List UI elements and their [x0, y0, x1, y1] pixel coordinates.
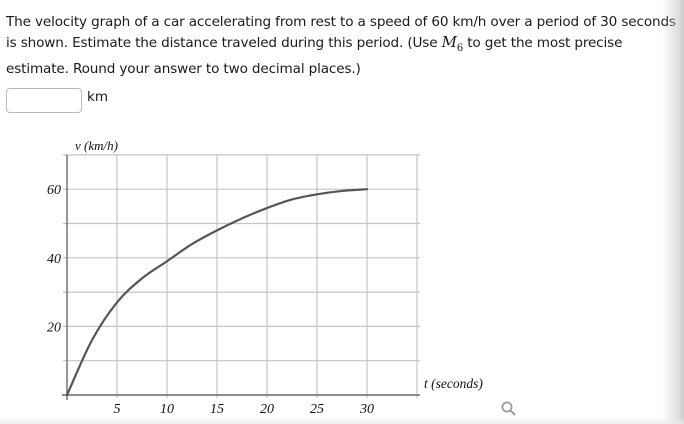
y-axis-label: v (km/h) — [75, 138, 118, 153]
y-tick-labels: 20 40 60 — [47, 183, 61, 335]
magnifier-icon-glyph — [501, 401, 516, 416]
chart-axes — [62, 154, 420, 400]
question-text-after: to get the most precise estimate. Round … — [6, 35, 623, 77]
answer-row: km — [6, 88, 108, 113]
answer-unit: km — [87, 88, 108, 105]
velocity-curve — [65, 188, 369, 397]
x-axis-label: t (seconds) — [424, 376, 483, 391]
math-m6: M6 — [441, 33, 464, 54]
math-symbol: M — [441, 33, 457, 51]
magnifier-icon[interactable] — [500, 400, 518, 418]
y-tick-label: 40 — [47, 252, 61, 267]
question-text-before: The velocity graph of a car accelerating… — [6, 14, 676, 51]
x-tick-label: 10 — [160, 402, 174, 417]
question-text: The velocity graph of a car accelerating… — [6, 12, 678, 79]
x-tick-label: 20 — [260, 402, 274, 417]
y-tick-label: 60 — [47, 183, 61, 198]
math-subscript: 6 — [456, 43, 464, 54]
answer-input[interactable] — [6, 88, 82, 113]
x-tick-label: 5 — [114, 402, 121, 417]
chart-grid — [63, 154, 420, 398]
x-tick-labels: 5 10 15 20 25 30 — [114, 402, 375, 417]
x-tick-label: 30 — [359, 402, 374, 417]
x-tick-label: 15 — [210, 402, 224, 417]
x-tick-label: 25 — [310, 402, 324, 417]
y-tick-label: 20 — [47, 320, 61, 335]
